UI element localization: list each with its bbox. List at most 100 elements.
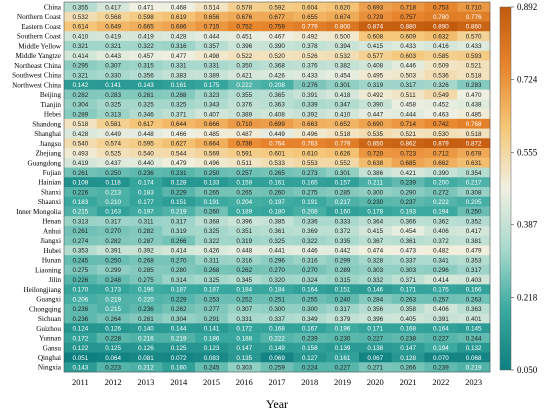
cell-value-label: 0.449 xyxy=(269,131,285,138)
heatmap-cell xyxy=(358,89,392,100)
heatmap-cell xyxy=(293,70,327,81)
cell-value-label: 0.239 xyxy=(400,180,416,187)
x-tick-label: 2021 xyxy=(400,377,417,387)
heatmap-cell xyxy=(457,264,491,275)
cell-value-label: 0.142 xyxy=(73,82,89,89)
x-tick-label: 2013 xyxy=(137,377,154,387)
heatmap-cell xyxy=(293,109,327,120)
colorbar-tick-label: 0.387 xyxy=(517,220,538,230)
heatmap-cell xyxy=(195,284,229,295)
heatmap-cell xyxy=(326,323,360,334)
cell-value-label: 0.396 xyxy=(236,43,252,50)
heatmap-cell xyxy=(391,148,425,159)
heatmap-cell xyxy=(195,11,229,22)
cell-value-label: 0.736 xyxy=(236,141,252,148)
heatmap-cell xyxy=(96,294,130,305)
heatmap-cell xyxy=(162,128,196,139)
x-tick-label: 2014 xyxy=(170,377,188,387)
heatmap-cell xyxy=(457,70,491,81)
heatmap-cell xyxy=(260,21,294,32)
cell-value-label: 0.354 xyxy=(466,170,482,177)
heatmap-cell xyxy=(96,245,130,256)
heatmap-cell xyxy=(326,333,360,344)
heatmap-cell xyxy=(96,70,130,81)
cell-value-label: 0.447 xyxy=(367,111,383,118)
y-tick-label: Northwest China xyxy=(12,81,62,89)
heatmap-cell xyxy=(293,274,327,285)
heatmap-cell xyxy=(326,264,360,275)
cell-value-label: 0.151 xyxy=(171,199,187,206)
y-tick-label: Tianjin xyxy=(40,101,61,109)
cell-value-label: 0.479 xyxy=(171,160,187,167)
heatmap-cell xyxy=(129,31,163,42)
cell-value-label: 0.361 xyxy=(400,238,416,245)
heatmap-cell xyxy=(391,128,425,139)
heatmap-cell xyxy=(358,40,392,51)
cell-value-label: 0.485 xyxy=(204,131,220,138)
heatmap-cell xyxy=(424,352,458,363)
cell-value-label: 0.598 xyxy=(138,14,154,21)
cell-value-label: 0.227 xyxy=(335,365,351,372)
y-tick-label: Hainian xyxy=(38,179,61,187)
cell-value-label: 0.433 xyxy=(302,72,318,79)
heatmap-cell xyxy=(64,21,98,32)
heatmap-cell xyxy=(162,333,196,344)
cell-value-label: 0.768 xyxy=(466,121,482,128)
heatmap-cell xyxy=(457,303,491,314)
cell-value-label: 0.383 xyxy=(171,72,187,79)
cell-value-label: 0.428 xyxy=(171,33,187,40)
cell-value-label: 0.210 xyxy=(105,199,121,206)
cell-value-label: 0.316 xyxy=(302,257,318,264)
cell-value-label: 0.652 xyxy=(335,121,351,128)
heatmap-cell xyxy=(64,235,98,246)
cell-value-label: 0.715 xyxy=(204,24,220,31)
cell-value-label: 0.213 xyxy=(105,189,121,196)
cell-value-label: 0.419 xyxy=(73,160,89,167)
cell-value-label: 0.191 xyxy=(204,199,220,206)
heatmap-cell xyxy=(457,225,491,236)
cell-value-label: 0.742 xyxy=(433,121,449,128)
cell-value-label: 0.714 xyxy=(400,121,416,128)
heatmap-cell xyxy=(424,216,458,227)
heatmap-cell xyxy=(457,294,491,305)
heatmap-cell xyxy=(391,157,425,168)
cell-value-label: 0.217 xyxy=(466,180,482,187)
heatmap-cell xyxy=(358,313,392,324)
heatmap-cell xyxy=(424,235,458,246)
cell-value-label: 0.069 xyxy=(269,355,285,362)
cell-value-label: 0.275 xyxy=(302,189,318,196)
heatmap-cell xyxy=(195,99,229,110)
heatmap-cell xyxy=(326,245,360,256)
heatmap-cell xyxy=(326,187,360,198)
heatmap-cell xyxy=(457,313,491,324)
cell-value-label: 0.509 xyxy=(433,63,449,70)
heatmap-cell xyxy=(293,216,327,227)
heatmap-cell xyxy=(227,31,261,42)
cell-value-label: 0.159 xyxy=(236,180,252,187)
heatmap-cell xyxy=(326,352,360,363)
heatmap-cell xyxy=(326,60,360,71)
cell-value-label: 0.067 xyxy=(367,355,383,362)
cell-value-label: 0.521 xyxy=(466,63,482,70)
heatmap-cell xyxy=(195,255,229,266)
cell-value-label: 0.236 xyxy=(73,316,89,323)
cell-value-label: 0.446 xyxy=(302,248,318,255)
heatmap-cell xyxy=(260,216,294,227)
heatmap-cell xyxy=(64,148,98,159)
cell-value-label: 0.064 xyxy=(105,355,121,362)
cell-value-label: 0.260 xyxy=(204,209,220,216)
heatmap-cell xyxy=(227,196,261,207)
heatmap-cell xyxy=(293,323,327,334)
heatmap-cell xyxy=(96,196,130,207)
cell-value-label: 0.477 xyxy=(171,53,187,60)
heatmap-cell xyxy=(391,294,425,305)
heatmap-cell xyxy=(293,11,327,22)
heatmap-cell xyxy=(424,342,458,353)
heatmap-cell xyxy=(457,235,491,246)
heatmap-cell xyxy=(195,31,229,42)
cell-value-label: 0.337 xyxy=(400,257,416,264)
heatmap-cell xyxy=(457,167,491,178)
heatmap-cell xyxy=(64,255,98,266)
cell-value-label: 0.070 xyxy=(433,355,449,362)
heatmap-cell xyxy=(195,118,229,129)
